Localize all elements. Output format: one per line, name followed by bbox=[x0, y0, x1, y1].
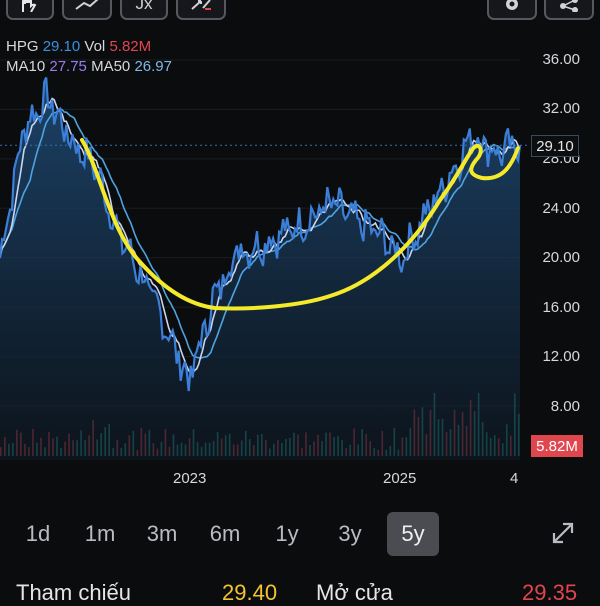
y-tick: 12.00 bbox=[542, 348, 580, 365]
period-1d[interactable]: 1d bbox=[25, 521, 51, 546]
reference-value: 29.40 bbox=[222, 580, 278, 605]
share-icon bbox=[560, 0, 578, 12]
period-3m[interactable]: 3m bbox=[146, 521, 178, 546]
hand-tool-button[interactable] bbox=[6, 0, 54, 20]
ma50-label: MA50 bbox=[91, 58, 131, 75]
open-value: 29.35 bbox=[522, 580, 578, 605]
open-label: Mở cửa bbox=[316, 580, 393, 605]
y-tick: 8.00 bbox=[550, 398, 580, 415]
period-1m[interactable]: 1m bbox=[84, 521, 116, 546]
legend-row-1: HPG 29.10 Vol 5.82M bbox=[6, 38, 151, 56]
period-1y[interactable]: 1y bbox=[275, 521, 299, 546]
drawing-icon bbox=[75, 0, 99, 10]
vol-label: Vol bbox=[84, 38, 106, 55]
reference-label: Tham chiếu bbox=[16, 580, 131, 605]
price-area bbox=[0, 77, 520, 461]
expand-icon[interactable] bbox=[548, 518, 578, 548]
y-tick: 32.00 bbox=[542, 100, 580, 117]
last-price-tag: 29.10 bbox=[531, 135, 579, 157]
quote-summary: Tham chiếu 29.40 Mở cửa 29.35 bbox=[0, 576, 600, 606]
ma10-label: MA10 bbox=[6, 58, 46, 75]
period-5y[interactable]: 5y bbox=[387, 512, 439, 556]
last-volume-tag: 5.82M bbox=[531, 435, 583, 457]
price-line bbox=[0, 76, 522, 392]
compare-button[interactable] bbox=[176, 0, 226, 20]
period-selector: 1d 1m 3m 6m 1y 3y 5y bbox=[0, 506, 600, 562]
chart-toolbar: Jx bbox=[0, 0, 600, 24]
ma50-value: 26.97 bbox=[134, 58, 172, 75]
vol-value: 5.82M bbox=[109, 38, 152, 55]
settings-icon bbox=[506, 0, 518, 10]
x-tick: 2023 bbox=[173, 470, 207, 487]
x-tick: 2025 bbox=[383, 470, 417, 487]
cup-annotation bbox=[80, 138, 520, 311]
price-value: 29.10 bbox=[42, 38, 81, 55]
legend-row-2: MA10 27.75 MA50 26.97 bbox=[6, 58, 172, 76]
y-tick: 24.00 bbox=[542, 200, 580, 217]
drawing-tool-button[interactable] bbox=[62, 0, 112, 20]
period-6m[interactable]: 6m bbox=[209, 521, 241, 546]
period-3y[interactable]: 3y bbox=[338, 521, 362, 546]
compare-icon bbox=[191, 0, 211, 10]
price-chart[interactable] bbox=[0, 0, 600, 500]
ma10-value: 27.75 bbox=[49, 58, 87, 75]
x-tick: 4 bbox=[510, 470, 519, 487]
indicator-button[interactable]: Jx bbox=[120, 0, 168, 20]
y-tick: 36.00 bbox=[542, 51, 580, 68]
fx-icon: Jx bbox=[135, 0, 153, 13]
share-button[interactable] bbox=[544, 0, 594, 20]
y-tick: 16.00 bbox=[542, 299, 580, 316]
symbol-label: HPG bbox=[6, 38, 39, 55]
settings-button[interactable] bbox=[487, 0, 537, 20]
y-tick: 20.00 bbox=[542, 249, 580, 266]
